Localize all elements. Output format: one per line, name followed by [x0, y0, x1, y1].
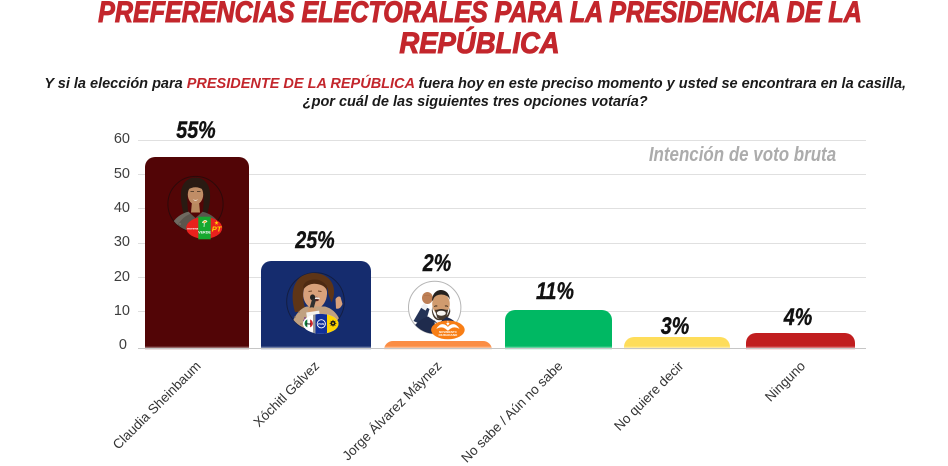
svg-text:PT: PT [212, 224, 223, 233]
svg-text:morena: morena [187, 226, 198, 230]
svg-text:PRI: PRI [306, 322, 311, 326]
svg-text:CIUDADANO: CIUDADANO [438, 333, 457, 337]
svg-text:PAN: PAN [318, 322, 324, 326]
svg-text:MOVIMIENTO: MOVIMIENTO [439, 330, 457, 334]
svg-text:VERDE: VERDE [198, 230, 211, 234]
